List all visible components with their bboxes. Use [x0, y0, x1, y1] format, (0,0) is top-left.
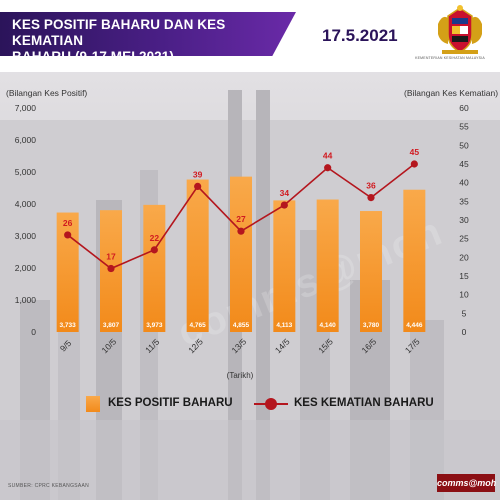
bar-positive-cases: [186, 179, 209, 332]
x-axis-tick: 9/5: [58, 338, 74, 354]
bar-positive-cases: [56, 212, 79, 332]
death-point: [150, 246, 158, 254]
x-axis-label: (Tarikh): [227, 371, 254, 380]
title-band: [0, 12, 296, 56]
x-axis-tick: 12/5: [186, 336, 205, 355]
left-axis-tick: 3,000: [15, 231, 37, 241]
right-axis-tick: 45: [459, 159, 469, 169]
ministry-caption: KEMENTERIAN KESIHATAN MALAYSIA: [415, 56, 485, 60]
x-axis-tick: 15/5: [316, 336, 335, 355]
death-value-label: 26: [63, 218, 73, 228]
coat-of-arms-icon: [438, 5, 482, 54]
legend-line-label: KES KEMATIAN BAHARU: [294, 397, 434, 409]
death-point: [107, 264, 115, 273]
death-value-label: 22: [150, 233, 160, 243]
right-axis-tick: 50: [459, 140, 469, 150]
bar-positive-cases: [403, 189, 426, 332]
bar-value-label: 3,733: [60, 322, 77, 329]
right-axis-tick: 10: [459, 290, 469, 300]
death-point: [410, 160, 418, 168]
death-point: [237, 227, 245, 235]
title-line-1: KES POSITIF BAHARU DAN KES KEMATIAN: [12, 17, 226, 48]
death-value-label: 34: [280, 188, 290, 198]
right-axis-tick: 0: [462, 327, 467, 337]
death-value-label: 17: [106, 252, 116, 262]
death-point: [194, 182, 202, 190]
left-axis-tick: 4,000: [15, 199, 37, 209]
death-point: [324, 164, 332, 172]
bar-value-label: 4,446: [406, 322, 423, 329]
legend-bar-label: KES POSITIF BAHARU: [108, 397, 233, 409]
legend-bar-swatch: [86, 396, 100, 412]
report-date: 17.5.2021: [322, 26, 398, 45]
bar-value-label: 3,780: [363, 322, 380, 329]
bar-positive-cases: [316, 199, 339, 332]
death-value-label: 45: [410, 147, 420, 157]
right-axis-tick: 60: [459, 103, 469, 113]
left-axis-tick: 6,000: [15, 135, 37, 145]
right-axis-label: (Bilangan Kes Kematian): [404, 88, 499, 98]
x-axis-tick: 10/5: [99, 336, 118, 355]
bar-value-label: 4,855: [233, 322, 250, 329]
right-axis-tick: 55: [459, 122, 469, 132]
bar-value-label: 4,765: [190, 322, 207, 329]
left-axis-tick: 5,000: [15, 167, 37, 177]
x-axis-tick: 14/5: [273, 336, 292, 355]
bar-positive-cases: [143, 204, 166, 332]
bar-positive-cases: [360, 211, 382, 332]
bar-value-label: 3,973: [146, 322, 163, 329]
bar-value-label: 4,113: [276, 322, 292, 329]
left-axis-label: (Bilangan Kes Positif): [6, 88, 88, 98]
right-axis-tick: 20: [459, 252, 469, 262]
page-title: KES POSITIF BAHARU DAN KES KEMATIAN BAHA…: [12, 17, 282, 65]
left-axis-tick: 0: [31, 327, 36, 337]
bar-value-label: 4,140: [320, 322, 337, 329]
bar-value-label: 3,807: [103, 322, 120, 329]
x-axis-tick: 16/5: [359, 336, 378, 355]
death-value-label: 39: [193, 169, 203, 179]
death-point: [280, 201, 288, 209]
bar-positive-cases: [273, 200, 296, 332]
legend-dot-marker: [265, 398, 277, 410]
right-axis-tick: 30: [459, 215, 469, 225]
brand-badge: comms@moh: [437, 474, 496, 492]
title-line-2: BAHARU (9-17 MEI 2021): [12, 49, 174, 64]
death-point: [64, 231, 72, 239]
left-axis-tick: 1,000: [15, 295, 37, 305]
left-axis-tick: 7,000: [15, 103, 37, 113]
right-axis-tick: 5: [462, 308, 467, 318]
source-note: SUMBER: CPRC KEBANGSAAN: [8, 483, 90, 489]
right-axis-tick: 35: [459, 196, 469, 206]
right-axis-tick: 40: [459, 178, 469, 188]
death-value-label: 44: [323, 151, 333, 161]
x-axis-tick: 11/5: [143, 337, 162, 356]
left-axis-tick: 2,000: [15, 263, 37, 273]
death-point: [367, 194, 375, 202]
x-axis-tick: 17/5: [403, 336, 422, 355]
x-axis-tick: 13/5: [229, 336, 248, 355]
right-axis-tick: 15: [459, 271, 469, 281]
right-axis-tick: 25: [459, 234, 469, 244]
death-value-label: 36: [366, 181, 376, 191]
death-value-label: 27: [236, 214, 246, 224]
bar-positive-cases: [230, 176, 252, 332]
